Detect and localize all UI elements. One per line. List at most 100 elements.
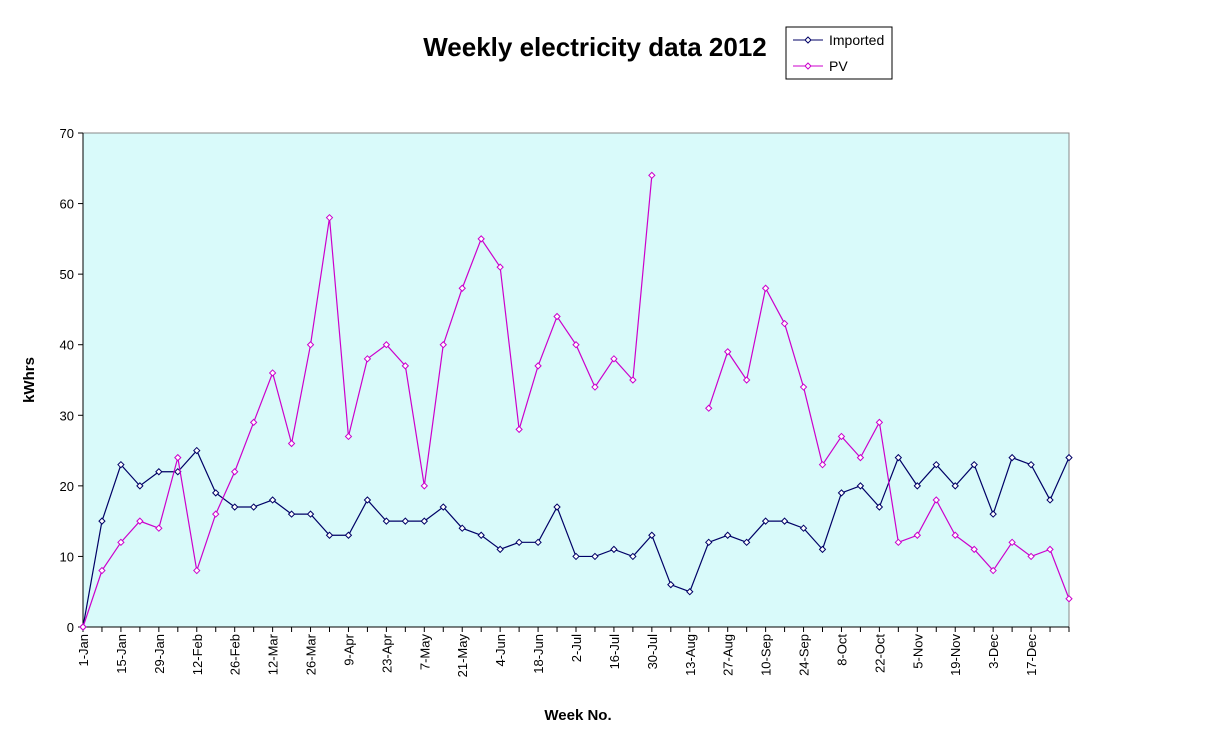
point-pv-21-may: [458, 284, 466, 292]
point-imported-26-feb: [230, 503, 239, 511]
x-tick-label-21-may: 21-May: [455, 634, 470, 678]
y-tick-label-40: 40: [60, 338, 74, 353]
point-imported-21-may: [458, 524, 466, 532]
x-tick-label-4-jun: 4-Jun: [493, 634, 508, 667]
y-tick-label-30: 30: [60, 408, 74, 423]
point-imported-17-sep: [780, 517, 789, 525]
point-pv-5-nov: [913, 531, 922, 539]
point-pv-16-apr: [363, 355, 372, 363]
point-pv-23-jul: [629, 376, 637, 384]
point-pv-3-dec: [989, 566, 997, 575]
legend-marker-pv: [804, 62, 812, 70]
legend-marker-imported: [804, 36, 812, 44]
point-pv-5-feb: [174, 453, 182, 462]
x-tick-label-10-sep: 10-Sep: [759, 634, 774, 676]
x-axis-ticks: 1-Jan 15-Jan 29-Jan 12-Feb 26-Feb 12-Mar 26-Ma…: [76, 627, 1070, 678]
x-tick-label-27-aug: 27-Aug: [721, 634, 736, 676]
point-pv-14-may: [439, 341, 447, 349]
point-imported-30-apr: [401, 517, 410, 525]
point-imported-31-dec: [1065, 453, 1073, 462]
point-pv-22-jan: [136, 517, 144, 525]
point-pv-10-dec: [1008, 538, 1016, 547]
x-tick-label-26-mar: 26-Mar: [304, 633, 319, 675]
point-pv-7-may: [420, 482, 429, 490]
point-pv-15-oct: [856, 453, 865, 462]
point-pv-17-sep: [780, 319, 789, 328]
point-imported-8-jan: [98, 517, 106, 525]
point-pv-12-feb: [193, 566, 201, 575]
point-pv-26-nov: [970, 545, 978, 554]
point-pv-1-jan: [79, 623, 87, 631]
point-imported-16-apr: [363, 496, 372, 504]
y-tick-label-10: 10: [60, 549, 74, 564]
point-pv-30-jul: [648, 171, 656, 180]
point-imported-2-jul: [572, 552, 580, 561]
point-imported-22-jan: [136, 482, 144, 490]
point-imported-17-dec: [1027, 460, 1035, 469]
point-pv-19-nov: [951, 531, 959, 539]
point-imported-4-mar: [249, 503, 258, 511]
point-pv-2-apr: [325, 213, 334, 222]
point-imported-3-dec: [989, 510, 997, 518]
x-tick-label-18-jun: 18-Jun: [531, 634, 546, 674]
point-imported-14-may: [439, 503, 447, 511]
legend-box: [785, 26, 893, 80]
legend-label-pv: PV: [829, 58, 848, 74]
point-pv-16-jul: [610, 355, 618, 363]
point-imported-26-nov: [970, 460, 978, 469]
point-imported-19-feb: [212, 489, 220, 497]
x-tick-label-26-feb: 26-Feb: [228, 634, 243, 675]
point-pv-8-oct: [837, 432, 846, 441]
point-pv-29-jan: [155, 524, 163, 532]
point-pv-12-nov: [932, 496, 940, 504]
x-tick-label-9-apr: 9-Apr: [341, 633, 356, 665]
point-imported-1-oct: [818, 545, 827, 554]
legend: Imported PV: [785, 26, 893, 80]
x-tick-label-15-jan: 15-Jan: [114, 634, 129, 674]
point-imported-5-nov: [913, 482, 922, 490]
point-pv-8-jan: [98, 566, 106, 575]
point-pv-9-jul: [591, 383, 599, 391]
point-pv-26-feb: [230, 468, 239, 476]
x-tick-label-12-feb: 12-Feb: [190, 634, 205, 675]
point-pv-15-jan: [117, 538, 125, 547]
y-axis-ticks: 0 10 20 30 40 50 60 70: [60, 126, 83, 635]
point-pv-29-oct: [894, 538, 903, 547]
point-imported-19-nov: [951, 482, 959, 490]
point-imported-6-aug: [667, 580, 675, 589]
x-axis-label: Week No.: [544, 707, 611, 724]
point-pv-19-feb: [212, 510, 220, 518]
x-tick-label-8-oct: 8-Oct: [834, 634, 849, 666]
point-imported-24-sep: [799, 524, 808, 532]
point-pv-4-mar: [249, 418, 258, 427]
point-imported-24-dec: [1046, 496, 1054, 504]
point-imported-12-mar: [268, 496, 277, 504]
x-tick-label-5-nov: 5-Nov: [910, 634, 925, 669]
point-imported-13-aug: [686, 588, 694, 596]
point-imported-12-nov: [932, 460, 940, 469]
point-imported-25-jun: [553, 503, 561, 511]
point-pv-27-aug: [723, 348, 732, 356]
plot-area: [82, 132, 1070, 628]
point-imported-11-jun: [515, 538, 523, 547]
point-imported-10-sep: [761, 517, 770, 525]
x-tick-label-17-dec: 17-Dec: [1024, 634, 1039, 676]
x-tick-label-23-apr: 23-Apr: [379, 633, 394, 673]
point-imported-23-apr: [382, 517, 391, 525]
point-imported-29-jan: [155, 468, 163, 476]
x-tick-label-29-jan: 29-Jan: [152, 634, 167, 674]
point-pv-26-mar: [306, 341, 315, 349]
x-tick-label-2-jul: 2-Jul: [569, 634, 584, 662]
y-tick-label-20: 20: [60, 479, 74, 494]
y-tick-label-50: 50: [60, 267, 74, 282]
x-tick-label-22-oct: 22-Oct: [872, 634, 887, 673]
point-pv-9-apr: [344, 432, 353, 441]
point-imported-3-sep: [742, 538, 751, 547]
y-tick-label-70: 70: [60, 126, 74, 141]
point-pv-30-apr: [401, 362, 410, 370]
point-pv-24-sep: [799, 383, 808, 391]
point-pv-2-jul: [572, 341, 580, 349]
point-imported-28-may: [477, 531, 485, 539]
